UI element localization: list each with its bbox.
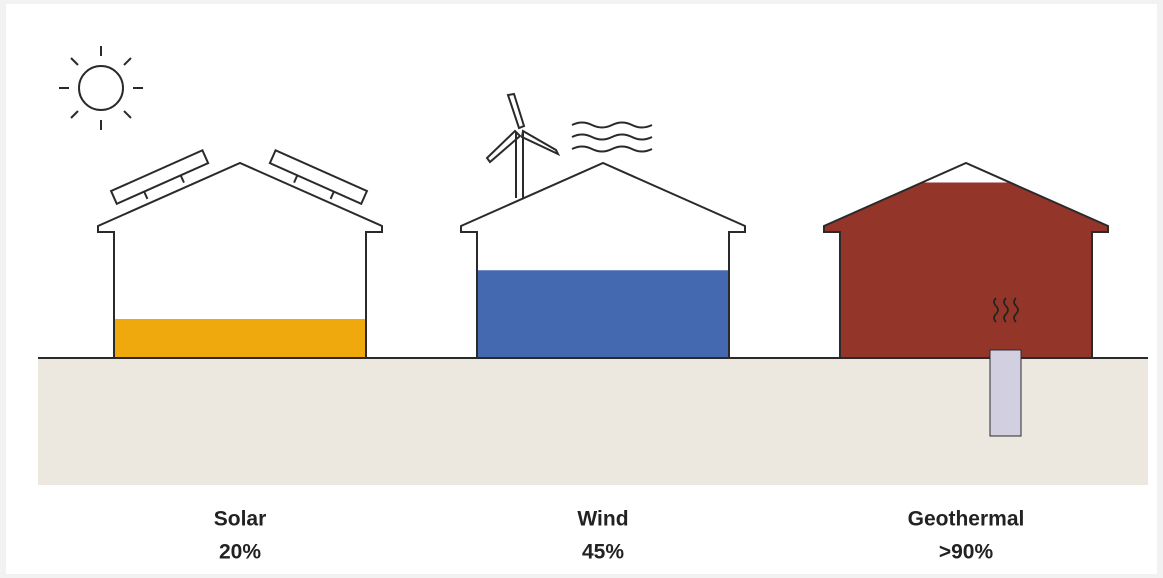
sun-icon	[59, 46, 143, 130]
panel-stand	[143, 191, 149, 200]
solar-panel	[268, 149, 369, 206]
fill-level	[98, 319, 382, 358]
turbine-icon	[485, 92, 561, 198]
house-outline	[460, 161, 746, 359]
category-label: Geothermal	[908, 508, 1025, 531]
heat-wave	[1013, 297, 1019, 323]
fill-level	[461, 270, 745, 358]
panel-stand	[329, 191, 335, 200]
panel-stand	[293, 174, 299, 184]
value-label: 45%	[582, 541, 624, 564]
heat-wave	[993, 297, 999, 323]
solar-panel	[109, 149, 210, 206]
category-label: Wind	[577, 508, 628, 531]
heat-wave	[1003, 297, 1009, 323]
house-background	[98, 163, 382, 358]
house-outline	[97, 161, 383, 359]
panel-stand	[179, 174, 185, 184]
wind-lines	[571, 121, 653, 153]
panel-frame	[268, 149, 369, 206]
category-label: Solar	[214, 508, 267, 531]
house-outline	[823, 161, 1109, 359]
geothermal-pipe	[989, 349, 1022, 437]
ground	[38, 358, 1148, 485]
value-label: 20%	[219, 541, 261, 564]
panel-frame	[109, 149, 210, 206]
fill-level	[824, 182, 1108, 358]
value-label: >90%	[939, 541, 994, 564]
